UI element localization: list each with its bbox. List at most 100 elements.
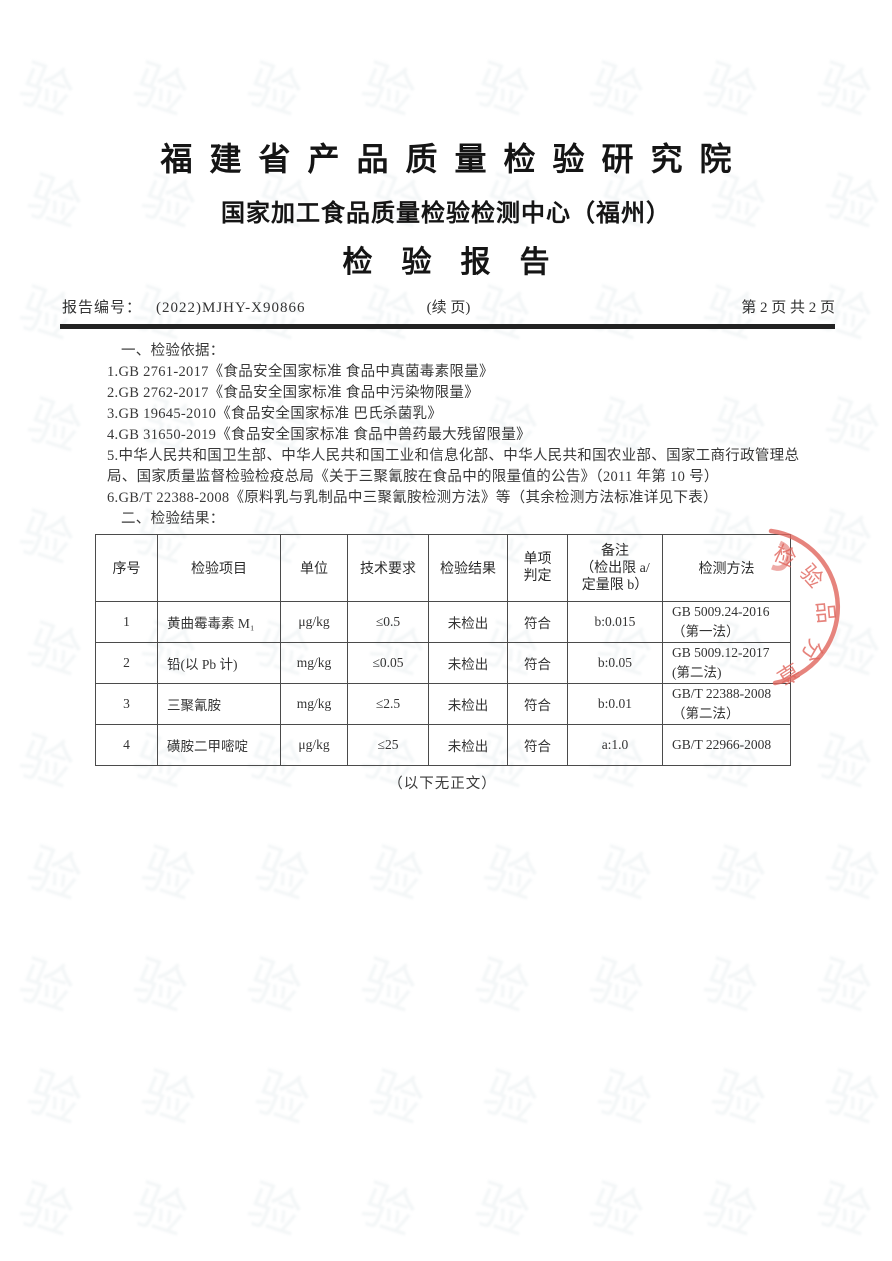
cell-unit: mg/kg — [280, 642, 348, 684]
cell-method: GB 5009.24-2016 （第一法） — [662, 601, 791, 643]
cell-judgement: 符合 — [507, 642, 568, 684]
inspection-basis-section: 一、检验依据： 1.GB 2761-2017《食品安全国家标准 食品中真菌毒素限… — [107, 341, 802, 530]
cell-no: 1 — [95, 601, 158, 643]
watermark-glyph: 验 — [810, 1176, 878, 1247]
report-meta-row: 报告编号： (2022)MJHY-X90866 (续 页) 第 2 页 共 2 页 — [62, 296, 835, 317]
table-row: 1 黄曲霉毒素 M₁ μg/kg ≤0.5 未检出 符合 b:0.015 GB … — [95, 601, 791, 643]
watermark-glyph: 验 — [704, 840, 772, 911]
report-number-group: 报告编号： (2022)MJHY-X90866 — [62, 296, 335, 317]
cell-method: GB 5009.12-2017 (第二法) — [662, 642, 791, 684]
watermark-glyph: 验 — [20, 1064, 88, 1135]
watermark-glyph: 验 — [704, 1064, 772, 1135]
cell-no: 3 — [95, 683, 158, 725]
header-judgement: 单项 判定 — [507, 534, 568, 602]
cell-unit: μg/kg — [280, 601, 348, 643]
header-result: 检验结果 — [428, 534, 508, 602]
watermark-glyph: 验 — [582, 56, 650, 127]
cell-remark: b:0.015 — [567, 601, 663, 643]
basis-item: 3.GB 19645-2010《食品安全国家标准 巴氏杀菌乳》 — [107, 406, 443, 422]
watermark-glyph: 验 — [582, 952, 650, 1023]
watermark-glyph: 验 — [696, 1176, 764, 1247]
watermark-glyph: 验 — [126, 952, 194, 1023]
watermark-glyph: 验 — [818, 1064, 886, 1135]
cell-method: GB/T 22388-2008 （第二法） — [662, 683, 791, 725]
cell-remark: b:0.01 — [567, 683, 663, 725]
basis-item: 5.中华人民共和国卫生部、中华人民共和国工业和信息化部、中华人民共和国农业部、国… — [107, 448, 800, 485]
watermark-glyph: 验 — [134, 840, 202, 911]
watermark-glyph: 验 — [126, 56, 194, 127]
watermark-glyph: 验 — [590, 840, 658, 911]
header-remark-line2: （检出限 a/ — [580, 560, 650, 576]
no-more-text-note: （以下无正文） — [388, 776, 497, 792]
header-requirement: 技术要求 — [347, 534, 429, 602]
watermark-glyph: 验 — [240, 1176, 308, 1247]
cell-result: 未检出 — [428, 642, 508, 684]
header-judgement-line1: 单项 — [523, 552, 552, 567]
watermark-glyph: 验 — [476, 1064, 544, 1135]
cell-no: 4 — [95, 724, 158, 766]
cell-requirement: ≤0.5 — [347, 601, 429, 643]
results-heading: 二、检验结果： — [121, 511, 225, 527]
cell-item: 三聚氰胺 — [157, 683, 281, 725]
watermark-glyph: 验 — [248, 1064, 316, 1135]
cell-judgement: 符合 — [507, 601, 568, 643]
report-number-label: 报告编号： — [62, 300, 143, 316]
cell-result: 未检出 — [428, 601, 508, 643]
watermark-glyph: 验 — [590, 1064, 658, 1135]
watermark-glyph: 验 — [12, 952, 80, 1023]
cell-remark: a:1.0 — [567, 724, 663, 766]
cell-result: 未检出 — [428, 683, 508, 725]
watermark-glyph: 验 — [354, 1176, 422, 1247]
cell-remark: b:0.05 — [567, 642, 663, 684]
watermark-glyph: 验 — [354, 56, 422, 127]
cell-result: 未检出 — [428, 724, 508, 766]
watermark-glyph: 验 — [696, 952, 764, 1023]
cell-method: GB/T 22966-2008 — [662, 724, 791, 766]
institute-title: 福建省产品质量检验研究院 — [160, 141, 749, 177]
watermark-glyph: 验 — [240, 56, 308, 127]
watermark-glyph: 验 — [468, 1176, 536, 1247]
header-judgement-line2: 判定 — [523, 569, 552, 584]
watermark-glyph: 验 — [248, 840, 316, 911]
cell-requirement: ≤25 — [347, 724, 429, 766]
basis-item: 2.GB 2762-2017《食品安全国家标准 食品中污染物限量》 — [107, 385, 479, 401]
cell-unit: mg/kg — [280, 683, 348, 725]
basis-item: 4.GB 31650-2019《食品安全国家标准 食品中兽药最大残留限量》 — [107, 427, 531, 443]
cell-judgement: 符合 — [507, 683, 568, 725]
watermark-glyph: 验 — [818, 840, 886, 911]
watermark-glyph: 验 — [240, 952, 308, 1023]
watermark-glyph: 验 — [696, 56, 764, 127]
watermark-glyph: 验 — [476, 840, 544, 911]
header-remark: 备注 （检出限 a/ 定量限 b） — [567, 534, 663, 602]
watermark-glyph: 验 — [810, 952, 878, 1023]
basis-heading: 一、检验依据： — [121, 343, 225, 359]
cell-item: 黄曲霉毒素 M₁ — [157, 601, 281, 643]
report-content: 福建省产品质量检验研究院 国家加工食品质量检验检测中心（福州） 检验报告 报告编… — [0, 134, 892, 793]
watermark-glyph: 验 — [12, 1176, 80, 1247]
cell-item: 磺胺二甲嘧啶 — [157, 724, 281, 766]
watermark-glyph: 验 — [134, 1064, 202, 1135]
cell-requirement: ≤2.5 — [347, 683, 429, 725]
watermark-glyph: 验 — [12, 56, 80, 127]
table-row: 4 磺胺二甲嘧啶 μg/kg ≤25 未检出 符合 a:1.0 GB/T 229… — [95, 724, 791, 766]
header-unit: 单位 — [280, 534, 348, 602]
table-header-row: 序号 检验项目 单位 技术要求 检验结果 单项 判定 备注 （检出限 a/ 定量… — [95, 534, 791, 602]
center-title: 国家加工食品质量检验检测中心（福州） — [221, 201, 671, 227]
report-title: 检验报告 — [342, 246, 579, 279]
watermark-glyph: 验 — [362, 1064, 430, 1135]
header-remark-line3: 定量限 b） — [581, 577, 649, 593]
cell-no: 2 — [95, 642, 158, 684]
header-item: 检验项目 — [157, 534, 281, 602]
watermark-glyph: 验 — [582, 1176, 650, 1247]
header-method: 检测方法 — [662, 534, 791, 602]
table-row: 2 铅(以 Pb 计) mg/kg ≤0.05 未检出 符合 b:0.05 GB… — [95, 642, 791, 684]
basis-item: 6.GB/T 22388-2008《原料乳与乳制品中三聚氰胺检测方法》等（其余检… — [107, 490, 718, 506]
watermark-glyph: 验 — [126, 1176, 194, 1247]
results-table: 序号 检验项目 单位 技术要求 检验结果 单项 判定 备注 （检出限 a/ 定量… — [95, 534, 791, 766]
header-divider — [60, 324, 835, 329]
header-no: 序号 — [95, 534, 158, 602]
cell-judgement: 符合 — [507, 724, 568, 766]
report-number-value: (2022)MJHY-X90866 — [156, 300, 306, 316]
basis-item: 1.GB 2761-2017《食品安全国家标准 食品中真菌毒素限量》 — [107, 364, 494, 380]
